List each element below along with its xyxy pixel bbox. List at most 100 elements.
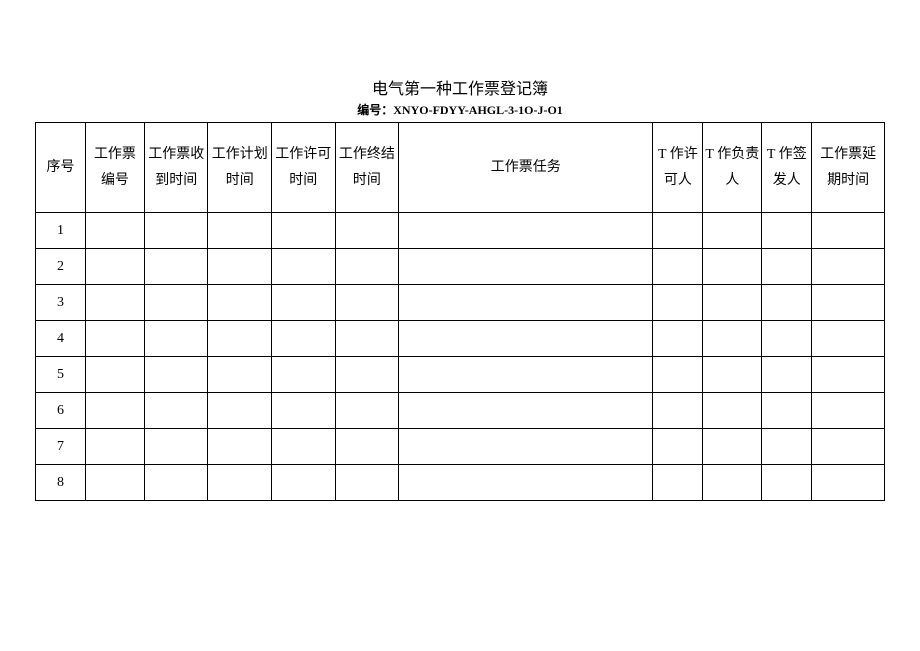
cell-permit-time: [272, 429, 336, 465]
cell-permit-time: [272, 357, 336, 393]
cell-permitter: [653, 465, 703, 501]
cell-task: [399, 357, 653, 393]
cell-ticket-no: [85, 213, 144, 249]
subtitle-code: XNYO-FDYY-AHGL-3-1O-J-O1: [393, 103, 563, 117]
cell-seq: 3: [36, 285, 86, 321]
cell-seq: 4: [36, 321, 86, 357]
cell-seq: 5: [36, 357, 86, 393]
cell-ticket-no: [85, 465, 144, 501]
cell-delay-time: [812, 285, 885, 321]
col-header-delay-time: 工作票延期时间: [812, 123, 885, 213]
cell-end-time: [335, 213, 399, 249]
cell-permit-time: [272, 213, 336, 249]
cell-ticket-no: [85, 357, 144, 393]
table-row: 5: [36, 357, 885, 393]
cell-seq: 7: [36, 429, 86, 465]
cell-end-time: [335, 321, 399, 357]
cell-task: [399, 429, 653, 465]
cell-ticket-no: [85, 429, 144, 465]
cell-issuer: [762, 465, 812, 501]
cell-plan-time: [208, 393, 272, 429]
cell-permitter: [653, 357, 703, 393]
cell-seq: 8: [36, 465, 86, 501]
table-row: 7: [36, 429, 885, 465]
page-title: 电气第一种工作票登记簿: [35, 75, 885, 99]
cell-task: [399, 465, 653, 501]
cell-permitter: [653, 285, 703, 321]
cell-responsible: [703, 321, 762, 357]
cell-responsible: [703, 393, 762, 429]
cell-responsible: [703, 213, 762, 249]
cell-end-time: [335, 465, 399, 501]
cell-delay-time: [812, 321, 885, 357]
cell-permit-time: [272, 321, 336, 357]
col-header-responsible: T 作负责人: [703, 123, 762, 213]
cell-permit-time: [272, 465, 336, 501]
cell-responsible: [703, 429, 762, 465]
cell-responsible: [703, 357, 762, 393]
col-header-permit-time: 工作许可时间: [272, 123, 336, 213]
cell-issuer: [762, 429, 812, 465]
cell-permitter: [653, 321, 703, 357]
cell-seq: 2: [36, 249, 86, 285]
cell-plan-time: [208, 213, 272, 249]
cell-permitter: [653, 249, 703, 285]
cell-task: [399, 213, 653, 249]
table-row: 2: [36, 249, 885, 285]
cell-permit-time: [272, 249, 336, 285]
cell-issuer: [762, 249, 812, 285]
cell-responsible: [703, 285, 762, 321]
cell-issuer: [762, 213, 812, 249]
cell-delay-time: [812, 357, 885, 393]
cell-plan-time: [208, 321, 272, 357]
cell-receive-time: [144, 321, 208, 357]
cell-receive-time: [144, 213, 208, 249]
cell-end-time: [335, 249, 399, 285]
cell-permit-time: [272, 393, 336, 429]
cell-issuer: [762, 321, 812, 357]
cell-receive-time: [144, 249, 208, 285]
col-header-plan-time: 工作计划时间: [208, 123, 272, 213]
table-row: 8: [36, 465, 885, 501]
cell-receive-time: [144, 357, 208, 393]
cell-delay-time: [812, 213, 885, 249]
col-header-issuer: T 作签发人: [762, 123, 812, 213]
table-row: 4: [36, 321, 885, 357]
cell-seq: 6: [36, 393, 86, 429]
cell-delay-time: [812, 393, 885, 429]
table-body: 1 2 3: [36, 213, 885, 501]
cell-responsible: [703, 465, 762, 501]
cell-issuer: [762, 357, 812, 393]
cell-task: [399, 285, 653, 321]
cell-delay-time: [812, 429, 885, 465]
cell-task: [399, 393, 653, 429]
cell-receive-time: [144, 429, 208, 465]
cell-receive-time: [144, 465, 208, 501]
cell-responsible: [703, 249, 762, 285]
col-header-task: 工作票任务: [399, 123, 653, 213]
cell-delay-time: [812, 465, 885, 501]
cell-receive-time: [144, 285, 208, 321]
col-header-end-time: 工作终结时间: [335, 123, 399, 213]
cell-end-time: [335, 393, 399, 429]
subtitle-label: 编号：: [357, 103, 393, 117]
col-header-permitter: T 作许可人: [653, 123, 703, 213]
cell-task: [399, 249, 653, 285]
cell-ticket-no: [85, 393, 144, 429]
col-header-ticket-no: 工作票编号: [85, 123, 144, 213]
cell-issuer: [762, 285, 812, 321]
cell-plan-time: [208, 285, 272, 321]
page-subtitle: 编号：XNYO-FDYY-AHGL-3-1O-J-O1: [35, 101, 885, 118]
cell-end-time: [335, 285, 399, 321]
cell-permitter: [653, 213, 703, 249]
cell-plan-time: [208, 429, 272, 465]
cell-issuer: [762, 393, 812, 429]
cell-receive-time: [144, 393, 208, 429]
table-row: 1: [36, 213, 885, 249]
cell-ticket-no: [85, 285, 144, 321]
cell-end-time: [335, 357, 399, 393]
col-header-receive-time: 工作票收到时间: [144, 123, 208, 213]
cell-task: [399, 321, 653, 357]
cell-ticket-no: [85, 249, 144, 285]
cell-seq: 1: [36, 213, 86, 249]
